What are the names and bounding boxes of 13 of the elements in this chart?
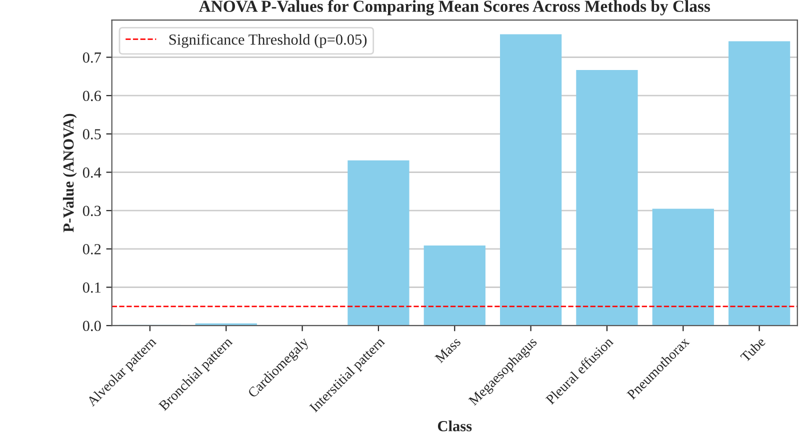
y-tick-label: 0.3 bbox=[82, 206, 101, 216]
legend-label: Significance Threshold (p=0.05) bbox=[169, 34, 367, 48]
x-tick-label: Tube bbox=[740, 336, 766, 363]
y-tick-label: 0.1 bbox=[82, 282, 101, 293]
y-tick-label: 0.7 bbox=[82, 52, 102, 63]
y-axis-title: P-Value (ANOVA) bbox=[62, 114, 77, 232]
y-tick-label: 0.6 bbox=[82, 90, 101, 102]
y-tick-label: 0.0 bbox=[82, 320, 101, 332]
y-tick-label: 0.2 bbox=[82, 244, 101, 254]
x-axis-title: Class bbox=[438, 420, 472, 432]
chart-title: ANOVA P-Values for Comparing Mean Scores Across Methods by Class bbox=[198, 0, 710, 16]
y-tick-label: 0.4 bbox=[82, 167, 102, 178]
y-tick-label: 0.5 bbox=[82, 129, 101, 140]
